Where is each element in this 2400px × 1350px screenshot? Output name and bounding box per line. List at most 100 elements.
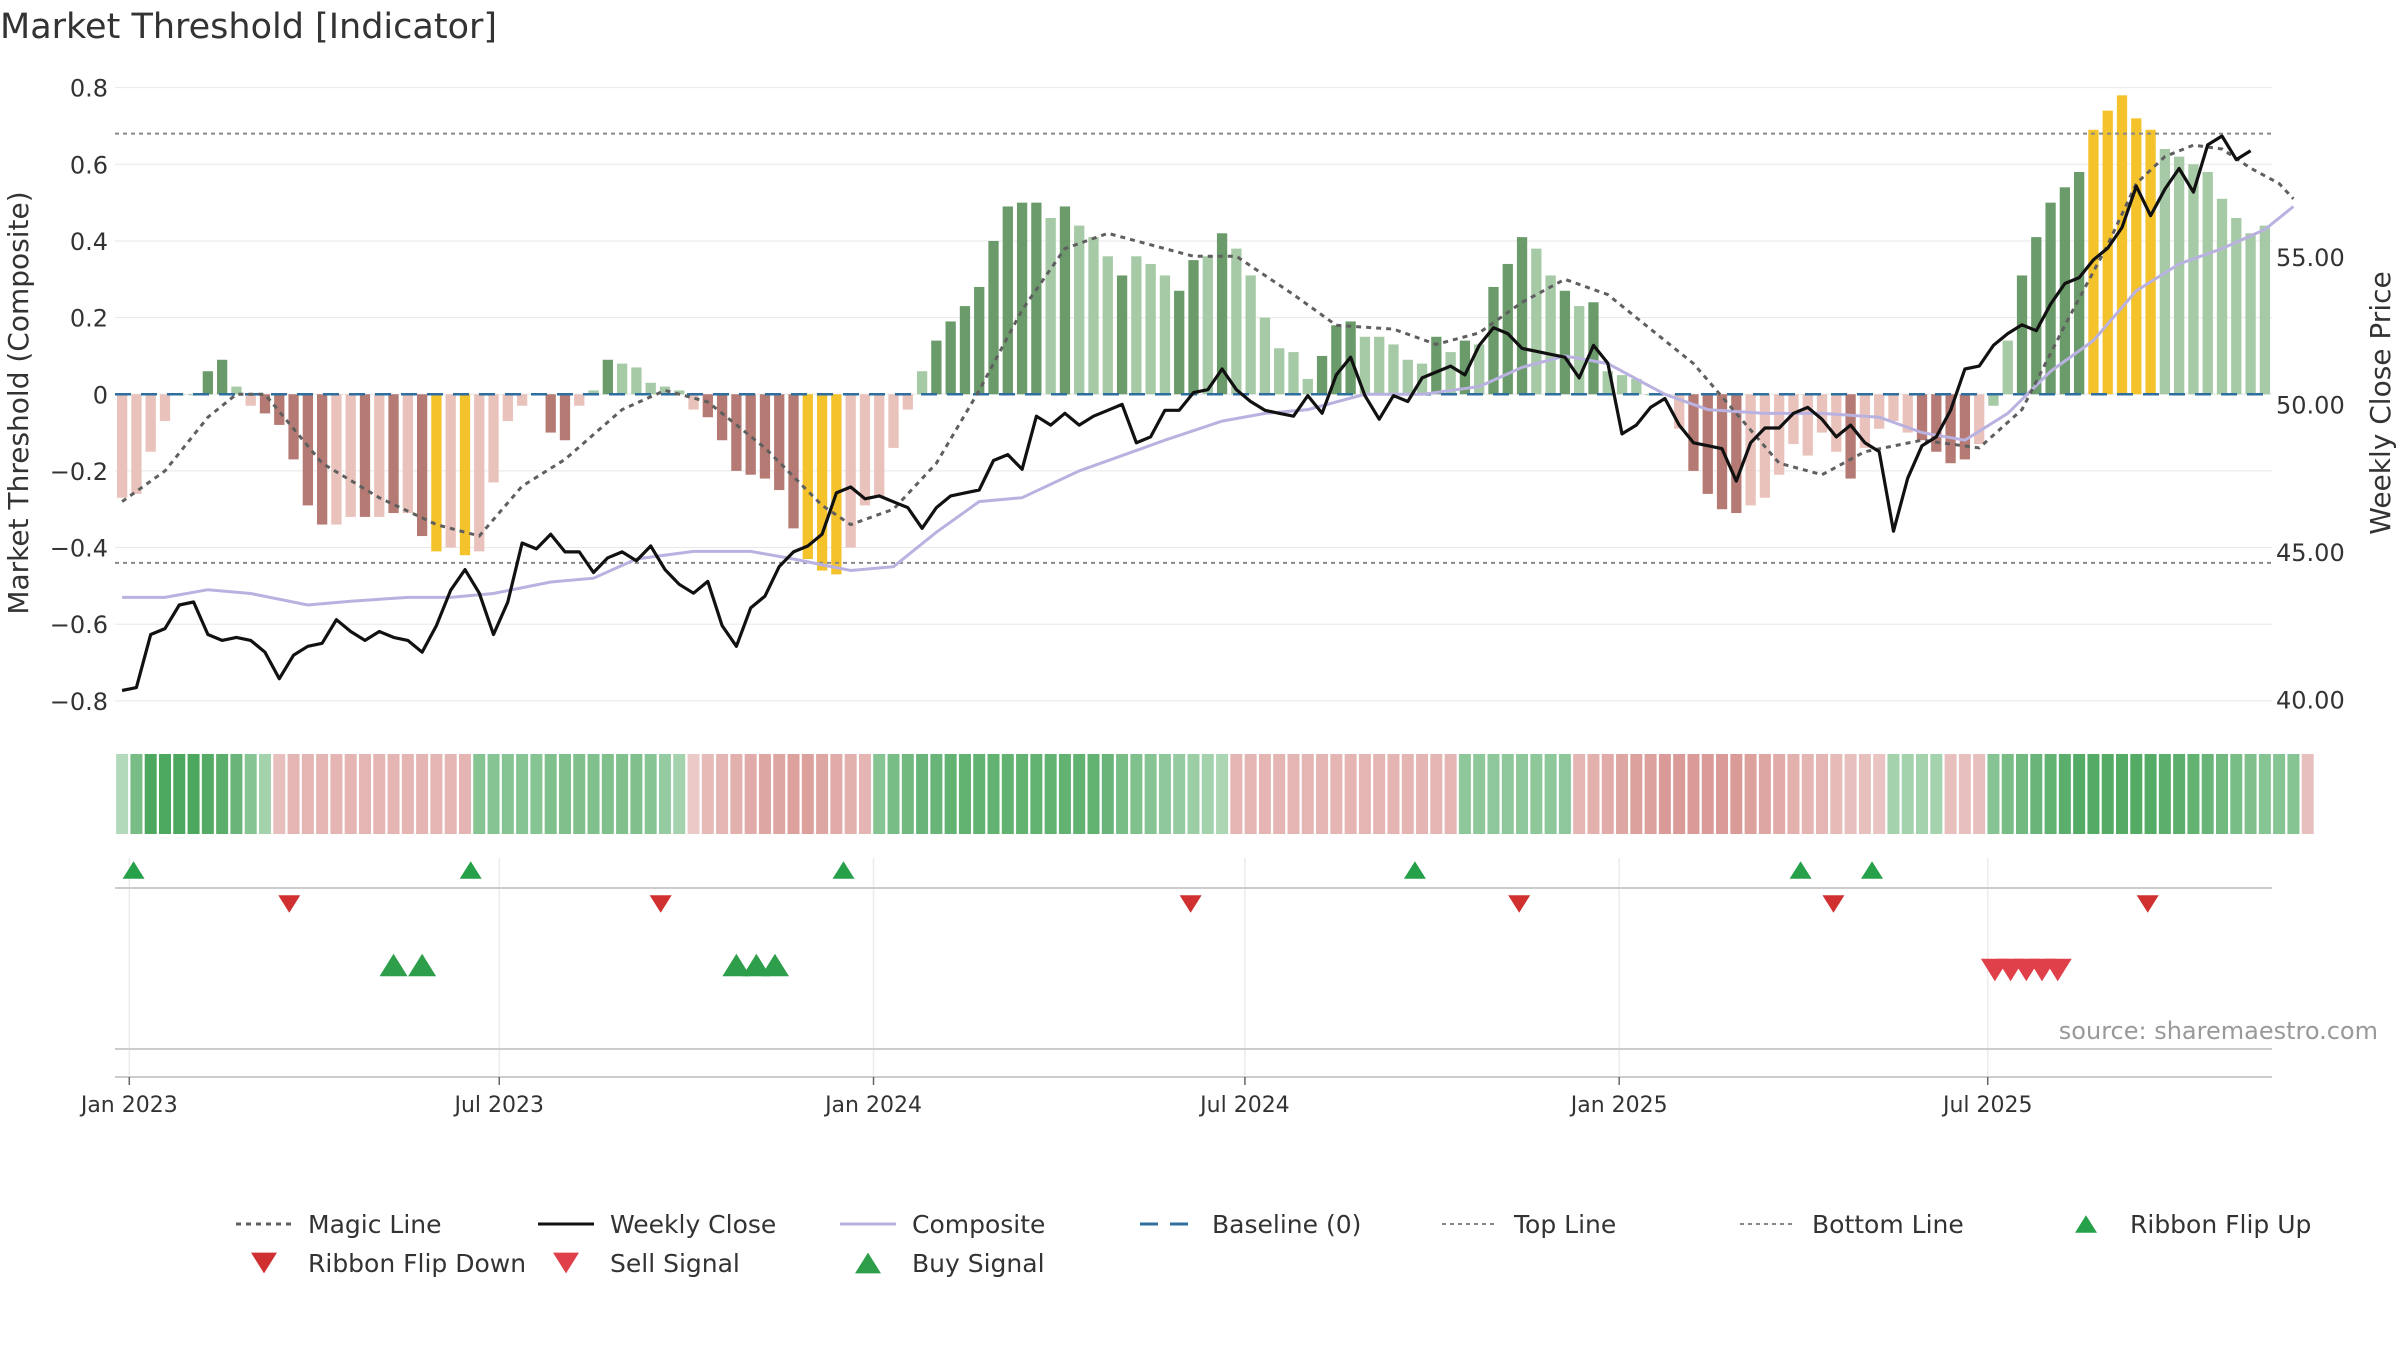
composite-bar	[802, 394, 813, 560]
composite-bar	[2045, 202, 2056, 395]
y-axis-label: Market Threshold (Composite)	[2, 191, 35, 614]
ribbon-cell	[1744, 754, 1757, 834]
ribbon-cell	[544, 754, 557, 834]
ribbon-cell	[2158, 754, 2171, 834]
ribbon-cell	[244, 754, 257, 834]
composite-bar	[1631, 378, 1642, 395]
buy-signal-marker	[379, 953, 408, 977]
composite-bar	[2216, 198, 2228, 395]
magic-line	[121, 143, 2295, 538]
composite-bar	[1359, 336, 1371, 395]
y2-tick-label: 45.00	[2276, 539, 2345, 567]
ribbon-cell	[830, 754, 843, 834]
ribbon-cell	[1158, 754, 1171, 834]
ribbon-cell	[716, 754, 729, 834]
composite-bar	[316, 394, 328, 525]
ribbon-cell	[801, 754, 814, 834]
ribbon-cell	[873, 754, 886, 834]
composite-bar	[574, 394, 585, 406]
composite-bar	[559, 394, 571, 441]
y-tick-label: 0.8	[70, 75, 108, 103]
ribbon-cell	[1701, 754, 1714, 834]
ribbon-cell	[487, 754, 500, 834]
composite-bar	[631, 367, 642, 395]
x-tick-label: Jul 2025	[1941, 1093, 2033, 1118]
composite-bar	[2259, 225, 2270, 395]
composite-bar	[2031, 237, 2042, 395]
ribbon-cell	[1987, 754, 2000, 834]
ribbon-cell	[1958, 754, 1971, 834]
y-tick-label: 0	[93, 381, 108, 409]
ribbon-cell	[2187, 754, 2200, 834]
composite-bar	[1074, 225, 1085, 395]
legend-symbol	[855, 1252, 881, 1274]
ribbon-cell	[316, 754, 329, 834]
legend-label: Sell Signal	[610, 1249, 740, 1278]
ribbon-cell	[1830, 754, 1843, 834]
composite-bar	[1516, 237, 1528, 395]
ribbon-cell	[344, 754, 357, 834]
legend-symbol	[553, 1252, 579, 1274]
ribbon-cell	[1401, 754, 1414, 834]
y-tick-label: 0.2	[70, 305, 108, 333]
ribbon-cell	[1416, 754, 1429, 834]
composite-bar	[1916, 394, 1928, 441]
composite-bar	[874, 394, 885, 498]
weekly-close-line	[121, 134, 2252, 693]
composite-bar	[1731, 394, 1742, 514]
ribbon-cell	[473, 754, 486, 834]
y-tick-label: −0.2	[50, 458, 108, 486]
composite-bar	[1231, 248, 1242, 395]
ribbon-cell	[1630, 754, 1643, 834]
ribbon-flip-up-marker	[1789, 861, 1812, 879]
ribbon-cell	[1516, 754, 1529, 834]
composite-bar	[816, 394, 828, 571]
composite-bar	[1545, 275, 1556, 395]
composite-bar	[1102, 256, 1113, 395]
composite-bar	[1145, 263, 1156, 395]
composite-bar	[202, 371, 213, 395]
y2-tick-label: 50.00	[2276, 391, 2345, 419]
x-tick-label: Jan 2024	[823, 1093, 922, 1118]
y-axis-ticks: 0.8 0.6 0.4 0.2 0 −0.2 −0.4 −0.6 −0.8	[50, 75, 108, 716]
ribbon-cell	[1216, 754, 1229, 834]
ribbon-cell	[1116, 754, 1129, 834]
ribbon-cell	[2273, 754, 2286, 834]
composite-bar	[716, 394, 728, 441]
ribbon-cell	[1916, 754, 1929, 834]
composite-bar	[1316, 355, 1328, 395]
composite-bar	[159, 394, 171, 422]
ribbon-flip-up-marker	[459, 861, 482, 879]
ribbon-cell	[1687, 754, 1700, 834]
ribbon-cell	[416, 754, 429, 834]
ribbon-cell	[1544, 754, 1557, 834]
ribbon-cell	[2087, 754, 2100, 834]
ribbon-cell	[458, 754, 471, 834]
ribbon-cell	[1601, 754, 1614, 834]
legend-label: Composite	[912, 1210, 1045, 1239]
composite-bar	[131, 394, 142, 494]
composite-bar	[2102, 110, 2113, 395]
ribbon-cell	[1644, 754, 1657, 834]
ribbon-flip-up-marker	[1403, 861, 1426, 879]
ribbon-cell	[1173, 754, 1186, 834]
y-tick-label: −0.4	[50, 535, 108, 563]
composite-bar	[674, 390, 685, 395]
y2-axis-ticks: 55.00 50.00 45.00 40.00	[2276, 244, 2345, 714]
ribbon-strip	[116, 754, 2314, 834]
legend-label: Weekly Close	[610, 1210, 776, 1239]
buy-signal-marker	[408, 953, 437, 977]
ribbon-cell	[1030, 754, 1043, 834]
composite-bar	[116, 394, 128, 498]
legend-label: Bottom Line	[1812, 1210, 1964, 1239]
composite-bar	[1774, 394, 1785, 475]
ribbon-flip-up-marker	[1861, 861, 1884, 879]
composite-bar	[1988, 394, 1999, 406]
composite-bar	[459, 394, 471, 556]
y2-axis-label: Weekly Close Price	[2364, 271, 2397, 534]
ribbon-cell	[2016, 754, 2029, 834]
ribbon-cell	[1716, 754, 1729, 834]
sell-signal-marker	[2043, 958, 2072, 982]
composite-bar	[1488, 286, 1499, 395]
x-tick-label: Jul 2024	[1198, 1093, 1290, 1118]
